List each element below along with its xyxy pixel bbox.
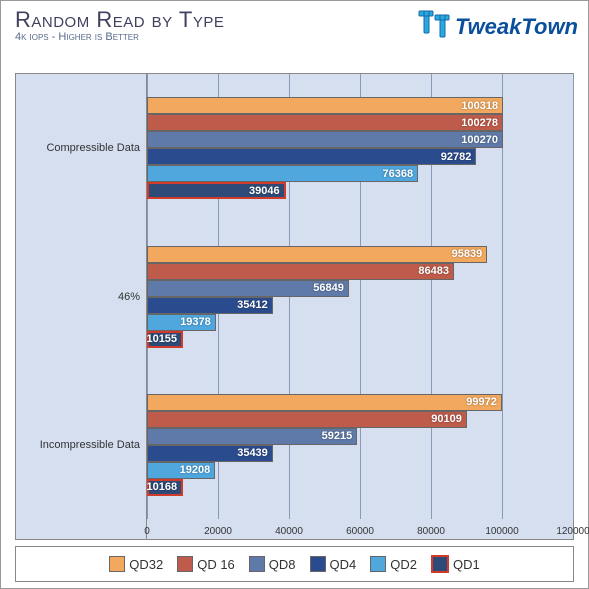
bar: 92782 (147, 148, 476, 165)
bar-value-label: 100278 (461, 117, 498, 129)
bar-value-label: 19208 (180, 464, 211, 476)
bar-value-label: 35439 (237, 447, 268, 459)
logo-icon (417, 7, 453, 46)
bar-value-label: 39046 (249, 185, 280, 197)
title-block: Random Read by Type 4k iops - Higher is … (15, 7, 224, 43)
bar: 19378 (147, 314, 216, 331)
bar-value-label: 35412 (237, 299, 268, 311)
bar: 10168 (147, 479, 183, 496)
bar-value-label: 10155 (146, 333, 177, 345)
logo-text: TweakTown (455, 14, 578, 40)
x-tick-label: 100000 (485, 526, 518, 537)
bar-value-label: 90109 (431, 413, 462, 425)
legend-label: QD32 (129, 557, 163, 572)
x-tick-label: 20000 (204, 526, 232, 537)
x-tick-label: 120000 (556, 526, 589, 537)
legend-swatch (370, 556, 386, 572)
bar-value-label: 76368 (383, 168, 414, 180)
bar-value-label: 19378 (180, 316, 211, 328)
chart-title: Random Read by Type (15, 7, 224, 33)
bar-value-label: 100318 (461, 100, 498, 112)
bar: 95839 (147, 246, 487, 263)
x-axis: 020000400006000080000100000120000 (147, 519, 573, 539)
legend-item: QD1 (431, 555, 480, 573)
bar: 100318 (147, 97, 503, 114)
legend-label: QD 16 (197, 557, 235, 572)
legend-item: QD2 (370, 556, 417, 572)
bar: 100278 (147, 114, 503, 131)
chart-card: Random Read by Type 4k iops - Higher is … (0, 0, 589, 589)
bar: 100270 (147, 131, 503, 148)
logo: TweakTown (417, 7, 578, 46)
category-label: Incompressible Data (20, 439, 140, 451)
bar-value-label: 95839 (452, 248, 483, 260)
plot-canvas: 020000400006000080000100000120000 100318… (146, 74, 573, 539)
header-row: Random Read by Type 4k iops - Higher is … (1, 1, 588, 46)
bar-value-label: 59215 (322, 430, 353, 442)
legend-swatch (431, 555, 449, 573)
x-tick-label: 80000 (417, 526, 445, 537)
legend-item: QD8 (249, 556, 296, 572)
bar-value-label: 56849 (313, 282, 344, 294)
legend: QD32 QD 16 QD8 QD4 QD2 QD1 (15, 546, 574, 582)
bar: 99972 (147, 394, 502, 411)
bar: 39046 (147, 182, 286, 199)
gridline (573, 74, 574, 519)
legend-label: QD8 (269, 557, 296, 572)
legend-swatch (249, 556, 265, 572)
legend-label: QD2 (390, 557, 417, 572)
category-label: 46% (20, 291, 140, 303)
bar-value-label: 100270 (461, 134, 498, 146)
bar: 86483 (147, 263, 454, 280)
bar: 56849 (147, 280, 349, 297)
legend-item: QD4 (310, 556, 357, 572)
plot-area: Compressible Data46%Incompressible Data … (15, 73, 574, 540)
legend-item: QD 16 (177, 556, 235, 572)
legend-label: QD4 (330, 557, 357, 572)
bar-value-label: 10168 (147, 481, 178, 493)
bar: 76368 (147, 165, 418, 182)
bar: 10155 (147, 331, 183, 348)
legend-swatch (109, 556, 125, 572)
bar: 35439 (147, 445, 273, 462)
bar: 19208 (147, 462, 215, 479)
legend-swatch (177, 556, 193, 572)
legend-item: QD32 (109, 556, 163, 572)
bar-value-label: 86483 (418, 265, 449, 277)
x-tick-label: 40000 (275, 526, 303, 537)
bar-value-label: 99972 (466, 396, 497, 408)
legend-swatch (310, 556, 326, 572)
bar: 59215 (147, 428, 357, 445)
bar: 35412 (147, 297, 273, 314)
legend-label: QD1 (453, 557, 480, 572)
bar: 90109 (147, 411, 467, 428)
x-tick-label: 60000 (346, 526, 374, 537)
category-label: Compressible Data (20, 142, 140, 154)
x-tick-label: 0 (144, 526, 150, 537)
y-axis-labels: Compressible Data 46% Incompressible Data (16, 74, 146, 539)
bar-value-label: 92782 (441, 151, 472, 163)
